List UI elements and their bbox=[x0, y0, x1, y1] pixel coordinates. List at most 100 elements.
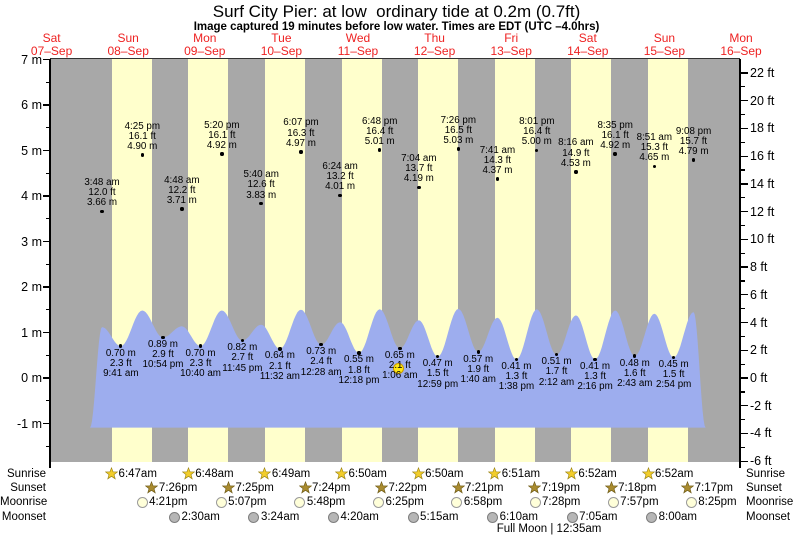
star-icon bbox=[298, 480, 312, 494]
y-axis-left-label: 5 m bbox=[21, 143, 42, 158]
tide-height-ft: 1.7 ft bbox=[545, 366, 568, 378]
tide-dot bbox=[278, 347, 282, 351]
tide-height-ft: 2.3 ft bbox=[109, 357, 132, 369]
day-label: Tue 10–Sep bbox=[246, 32, 316, 58]
tide-height-m: 4.92 m bbox=[600, 140, 631, 152]
y-axis-right-minor-tick bbox=[741, 335, 745, 338]
tide-dot bbox=[476, 350, 480, 354]
tide-height-m: 4.92 m bbox=[206, 140, 237, 152]
y-axis-left-label: -1 m bbox=[17, 416, 42, 431]
y-axis-left-tick bbox=[43, 195, 50, 197]
moonrise-time: 8:25pm bbox=[698, 496, 737, 508]
row-label-left-sunrise: Sunrise bbox=[7, 468, 46, 480]
tide-height-m: 4.90 m bbox=[127, 140, 158, 152]
y-axis-left-label: 0 m bbox=[21, 371, 42, 385]
tide-time: 3:48 am bbox=[84, 176, 120, 188]
day-label-date: 08–Sep bbox=[107, 44, 149, 58]
tide-height-m: 3.83 m bbox=[246, 189, 277, 201]
tide-height-m: 0.70 m bbox=[185, 347, 216, 359]
tide-dot bbox=[220, 152, 224, 156]
moonrise-time: 6:25pm bbox=[385, 496, 424, 508]
tide-dot bbox=[198, 344, 203, 348]
day-label-dow: Wed bbox=[345, 31, 371, 45]
tide-annotation: 4:48 am 12.2 ft 3.71 m bbox=[164, 175, 199, 207]
star-icon bbox=[451, 480, 465, 494]
tide-annotation: 6:48 pm 16.4 ft 5.01 m bbox=[362, 116, 397, 148]
tide-time: 12:28 am bbox=[300, 366, 342, 378]
y-axis-left-tick bbox=[43, 286, 50, 288]
tide-time: 9:08 pm bbox=[675, 125, 712, 137]
y-axis-right-minor-tick bbox=[741, 169, 745, 171]
tide-height-m: 4.65 m bbox=[639, 152, 670, 164]
y-axis-left-minor-tick bbox=[46, 81, 50, 83]
star-icon bbox=[258, 466, 272, 480]
tide-annotation: 6:07 pm 16.3 ft 4.97 m bbox=[283, 118, 318, 149]
y-axis-left-tick bbox=[43, 422, 50, 425]
chart-subtitle: Image captured 19 minutes before low wat… bbox=[193, 21, 600, 33]
tide-annotation: 8:01 pm 16.4 ft 5.00 m bbox=[519, 116, 554, 148]
moon-phase-label: Full Moon | 12:35am bbox=[496, 523, 602, 535]
tide-height-m: 0.82 m bbox=[227, 342, 258, 354]
tide-time: 6:24 am bbox=[322, 161, 358, 173]
sunset-time: 7:26pm bbox=[158, 482, 198, 494]
sunrise-star-icon bbox=[181, 466, 195, 485]
tide-annotation: 0.55 m 1.8 ft 12:18 pm bbox=[339, 355, 380, 386]
tide-time: 8:51 am bbox=[636, 131, 673, 143]
tide-height-m: 0.41 m bbox=[580, 360, 610, 372]
moonset-time: 3:24am bbox=[260, 511, 300, 523]
tide-annotation: 3:48 am 12.0 ft 3.66 m bbox=[84, 176, 120, 209]
tide-time: 12:59 pm bbox=[417, 378, 459, 390]
day-label-dow: Sun bbox=[653, 31, 676, 45]
y-axis-left-line bbox=[48, 59, 51, 468]
tide-height-m: 0.64 m bbox=[264, 350, 295, 362]
tide-height-m: 0.73 m bbox=[306, 346, 337, 358]
y-axis-right-label: 18 ft bbox=[750, 121, 775, 136]
day-band bbox=[111, 59, 152, 462]
tide-height-ft: 2.9 ft bbox=[152, 349, 174, 361]
sunrise-time: 6:50am bbox=[348, 468, 387, 480]
moonset-moon-icon bbox=[407, 511, 419, 523]
y-axis-right-tick bbox=[741, 127, 748, 130]
y-axis-left-tick bbox=[43, 377, 50, 379]
tide-annotation: 5:20 pm 16.1 ft 4.92 m bbox=[204, 120, 239, 152]
day-label-dow: Sat bbox=[578, 31, 597, 45]
moonrise-moon-icon bbox=[685, 496, 697, 508]
row-label-right-moonrise: Moonrise bbox=[746, 496, 793, 508]
sunset-star-icon bbox=[374, 480, 389, 499]
tide-time: 12:18 pm bbox=[338, 374, 380, 386]
day-label-date: 15–Sep bbox=[643, 44, 686, 58]
y-axis-right-label: 20 ft bbox=[750, 93, 775, 108]
tide-height-ft: 16.1 ft bbox=[601, 129, 629, 141]
y-axis-right-tick bbox=[741, 377, 748, 379]
y-axis-right-minor-tick bbox=[741, 86, 745, 88]
tide-height-ft: 2.3 ft bbox=[189, 357, 212, 369]
y-axis-right-tick bbox=[741, 321, 748, 324]
day-label: Sun 15–Sep bbox=[629, 32, 699, 58]
y-axis-right-minor-tick bbox=[741, 197, 745, 199]
tide-annotation: 5:40 am 12.6 ft 3.83 m bbox=[243, 170, 278, 201]
tide-height-m: 5.03 m bbox=[443, 135, 474, 147]
day-label: Thu 12–Sep bbox=[400, 32, 470, 58]
tide-annotation: 7:04 am 13.7 ft 4.19 m bbox=[401, 152, 437, 185]
tide-time: 11:45 pm bbox=[222, 362, 263, 374]
tide-time: 7:04 am bbox=[401, 152, 437, 164]
y-axis-right-minor-tick bbox=[741, 141, 745, 143]
tide-annotation: 7:26 pm 16.5 ft 5.03 m bbox=[441, 115, 476, 147]
day-label: Sat 07–Sep bbox=[17, 32, 87, 58]
sunrise-time: 6:51am bbox=[501, 468, 541, 480]
tide-height-ft: 16.4 ft bbox=[523, 126, 551, 138]
tide-height-m: 4.19 m bbox=[403, 173, 434, 185]
tide-dot bbox=[554, 353, 559, 357]
sunrise-star-icon bbox=[334, 466, 349, 485]
y-axis-right-minor-tick bbox=[741, 419, 745, 421]
tide-height-ft: 1.3 ft bbox=[584, 371, 606, 383]
moonset-time: 8:00am bbox=[658, 511, 697, 523]
y-axis-left-label: 6 m bbox=[21, 98, 42, 112]
tide-dot bbox=[319, 343, 323, 347]
day-label-dow: Mon bbox=[193, 31, 217, 45]
moonrise-moon-icon bbox=[215, 496, 227, 508]
tide-height-ft: 15.3 ft bbox=[640, 142, 668, 154]
day-label-dow: Mon bbox=[729, 31, 753, 45]
y-axis-right-tick bbox=[741, 432, 748, 435]
tide-annotation: 8:16 am 14.9 ft 4.53 m bbox=[558, 138, 593, 169]
